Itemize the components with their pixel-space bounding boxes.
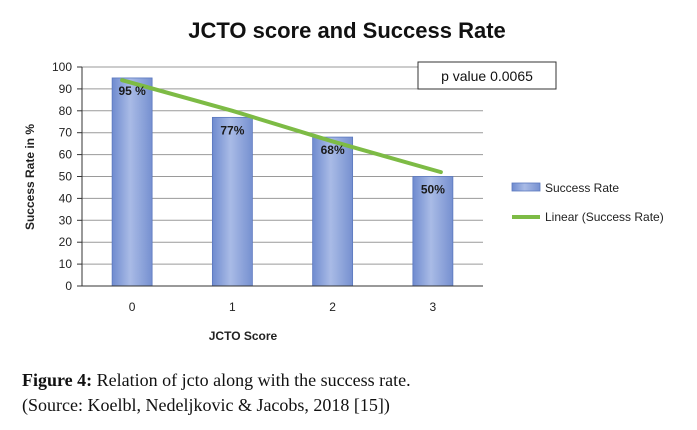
annotation-box: p value 0.0065 [417, 61, 557, 90]
y-tick-label: 80 [59, 104, 73, 118]
data-label: 50% [421, 183, 445, 197]
y-tick-label: 20 [59, 235, 73, 249]
caption-source: (Source: Koelbl, Nedeljkovic & Jacobs, 2… [22, 395, 390, 415]
figure-caption: Figure 4: Relation of jcto along with th… [22, 368, 682, 418]
data-label: 68% [321, 143, 345, 157]
x-tick-label: 2 [329, 300, 336, 314]
bar-0 [111, 77, 153, 287]
bar-1 [211, 116, 253, 287]
caption-line: Figure 4: Relation of jcto along with th… [22, 368, 682, 393]
x-tick-label: 3 [430, 300, 437, 314]
x-tick-labels: 0 1 2 3 [129, 300, 437, 314]
x-axis-label: JCTO Score [209, 329, 278, 343]
y-tick-label: 0 [65, 279, 72, 293]
bar-2 [312, 136, 354, 287]
bars [111, 77, 454, 287]
trend-line [120, 78, 443, 175]
data-labels: 95 % 77% 68% 50% [118, 84, 445, 197]
y-tick-label: 60 [59, 148, 73, 162]
chart: JCTO score and Success Rate 010203040506… [23, 18, 664, 343]
y-tick-label: 30 [59, 213, 73, 227]
data-label: 95 % [118, 84, 146, 98]
trendline [120, 78, 443, 175]
bar-3 [412, 176, 454, 287]
y-tick-label: 90 [59, 82, 73, 96]
y-axis-label: Success Rate in % [23, 124, 37, 230]
legend-entry-linear: Linear (Success Rate) [545, 210, 664, 224]
y-tick-label: 50 [59, 170, 73, 184]
y-tick-labels: 0 10 20 30 40 50 60 70 80 90 100 [52, 60, 82, 293]
p-value-annotation: p value 0.0065 [441, 68, 533, 84]
y-tick-label: 100 [52, 60, 72, 74]
caption-label: Figure 4: [22, 370, 93, 390]
y-tick-label: 70 [59, 126, 73, 140]
legend-swatch-bar [511, 182, 541, 192]
x-tick-label: 1 [229, 300, 236, 314]
x-tick-label: 0 [129, 300, 136, 314]
y-tick-label: 10 [59, 257, 73, 271]
caption-text: Relation of jcto along with the success … [92, 370, 411, 390]
data-label: 77% [220, 123, 244, 137]
chart-title: JCTO score and Success Rate [188, 18, 506, 43]
y-tick-label: 40 [59, 191, 73, 205]
legend: Success Rate Linear (Success Rate) [511, 181, 664, 224]
legend-entry-success-rate: Success Rate [545, 181, 619, 195]
